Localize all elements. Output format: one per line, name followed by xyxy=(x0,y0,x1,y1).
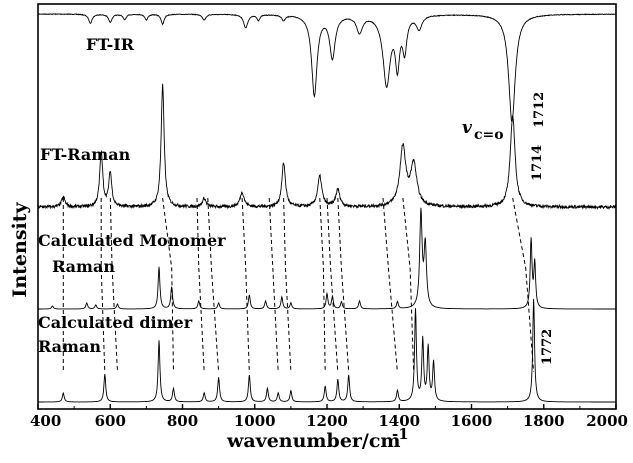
series-label-ft-raman: FT-Raman xyxy=(40,145,131,164)
series-label-dimer-raman: Raman xyxy=(38,337,101,356)
correlation-line-5 xyxy=(207,197,220,373)
svg-text:c=o: c=o xyxy=(474,127,504,143)
correlation-line-3 xyxy=(162,197,174,373)
series-line-3 xyxy=(38,298,616,403)
x-tick-label-800: 800 xyxy=(167,412,198,430)
series-line-0 xyxy=(37,13,617,123)
series-label-ft-ir: FT-IR xyxy=(86,35,135,54)
correlation-line-11 xyxy=(337,197,350,373)
series-line-1 xyxy=(37,83,617,211)
x-tick-label-1600: 1600 xyxy=(451,412,493,430)
svg-text:v: v xyxy=(462,118,473,138)
correlation-line-2 xyxy=(109,197,118,373)
correlation-line-14 xyxy=(512,197,535,373)
x-tick-label-2000: 2000 xyxy=(586,412,628,430)
x-tick-label-1200: 1200 xyxy=(306,412,348,430)
spectrum-series xyxy=(37,13,617,403)
correlation-line-13 xyxy=(402,197,415,373)
x-axis-ticks: 400 600 800 1000 1200 1400 1600 1800 2000 xyxy=(30,404,628,430)
x-tick-label-1000: 1000 xyxy=(234,412,276,430)
x-tick-label-1800: 1800 xyxy=(523,412,565,430)
svg-text:wavenumber/cm: wavenumber/cm xyxy=(226,430,401,452)
annotation-1712: 1712 xyxy=(532,92,547,128)
correlation-line-1 xyxy=(100,198,106,373)
correlation-line-4 xyxy=(196,197,205,373)
annotation-1714: 1714 xyxy=(530,145,545,181)
correlation-line-7 xyxy=(268,197,279,373)
annotation-1772: 1772 xyxy=(540,329,555,365)
x-tick-label-600: 600 xyxy=(95,412,126,430)
correlation-lines xyxy=(62,197,535,373)
series-label-monomer-raman: Raman xyxy=(52,257,115,276)
svg-text:-1: -1 xyxy=(392,425,409,443)
series-line-2 xyxy=(38,207,616,310)
series-label-dimer: Calculated dimer xyxy=(38,313,193,332)
y-axis-title: Intensity xyxy=(9,201,31,297)
x-tick-label-400: 400 xyxy=(30,412,61,430)
x-axis-title: wavenumber/cm -1 xyxy=(226,425,409,452)
annotation-vco: v c=o xyxy=(462,118,504,143)
series-label-monomer: Calculated Monomer xyxy=(38,231,226,250)
correlation-line-9 xyxy=(319,197,326,373)
correlation-line-12 xyxy=(382,197,398,373)
correlation-line-6 xyxy=(241,197,250,373)
correlation-line-8 xyxy=(283,197,292,373)
x-tick-label-1400: 1400 xyxy=(378,412,420,430)
correlation-line-10 xyxy=(326,197,339,373)
